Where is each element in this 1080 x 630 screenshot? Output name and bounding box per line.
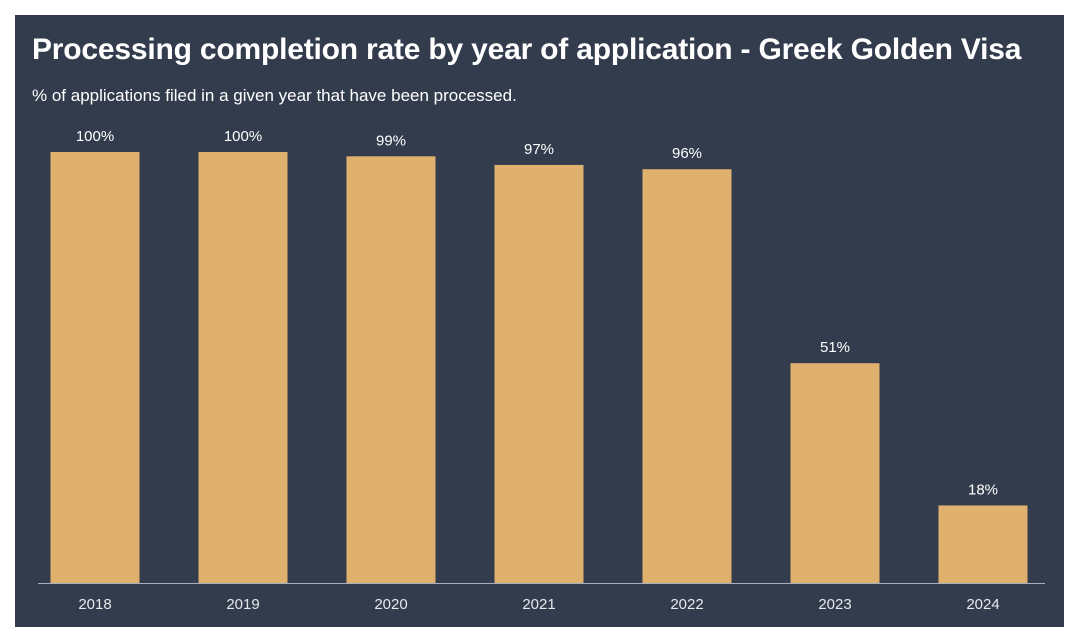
- data-label-2023: 51%: [820, 339, 850, 356]
- chart-title: Processing completion rate by year of ap…: [32, 33, 1022, 66]
- bar-2019: [198, 152, 288, 583]
- bar-2018: [50, 152, 140, 583]
- bar-2024: [938, 505, 1028, 583]
- chart-panel: Processing completion rate by year of ap…: [15, 15, 1064, 627]
- data-label-2018: 100%: [76, 128, 114, 145]
- bar-chart: 100% 2018 100% 2019 99% 2020 97% 2021 96% 2022 51%…: [38, 128, 1045, 613]
- data-label-2020: 99%: [376, 132, 406, 149]
- bar-2021: [494, 164, 584, 583]
- x-tick-label-2022: 2022: [670, 596, 703, 613]
- x-tick-label-2018: 2018: [78, 596, 111, 613]
- chart-subtitle: % of applications filed in a given year …: [32, 86, 517, 105]
- data-label-2019: 100%: [224, 128, 262, 145]
- data-label-2022: 96%: [672, 145, 702, 162]
- bar-2023: [790, 363, 880, 583]
- x-tick-label-2024: 2024: [966, 596, 999, 613]
- data-label-2024: 18%: [968, 481, 998, 498]
- data-label-2021: 97%: [524, 141, 554, 158]
- x-tick-label-2019: 2019: [226, 596, 259, 613]
- bar-2022: [642, 169, 732, 584]
- x-tick-label-2023: 2023: [818, 596, 851, 613]
- x-tick-label-2021: 2021: [522, 596, 555, 613]
- x-tick-label-2020: 2020: [374, 596, 407, 613]
- bar-2020: [346, 156, 436, 583]
